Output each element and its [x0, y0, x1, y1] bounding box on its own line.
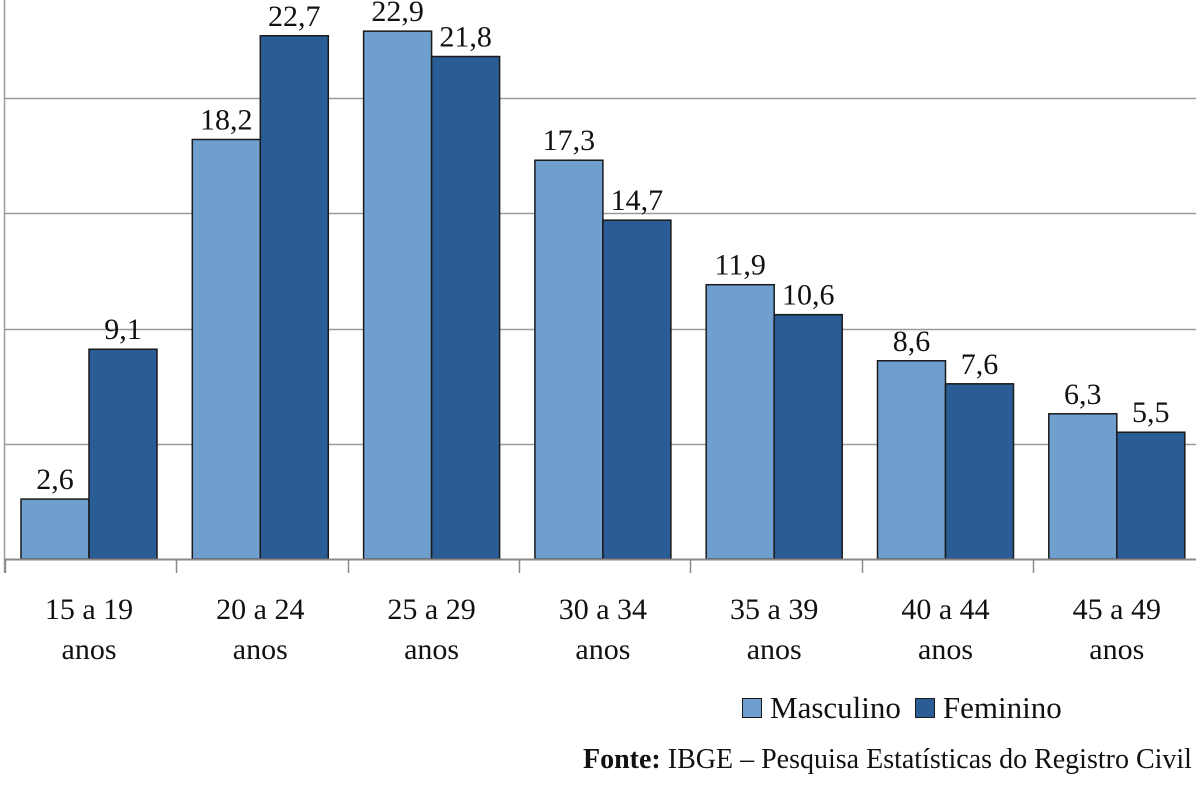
legend: Masculino Feminino [742, 690, 1076, 726]
bar-masculino-1 [191, 138, 262, 560]
data-label-masculino-0: 2,6 [36, 463, 74, 496]
x-tick-label-2-1: anos [404, 633, 459, 666]
bar-masculino-0 [20, 498, 90, 560]
data-label-feminino-0: 9,1 [104, 313, 142, 346]
bar-masculino-6 [1048, 413, 1118, 560]
bar-masculino-5 [876, 360, 947, 560]
bar-feminino-4 [773, 313, 843, 560]
legend-label-feminino: Feminino [942, 690, 1062, 725]
x-tick-label-0-1: anos [62, 633, 117, 666]
data-label-masculino-6: 6,3 [1064, 378, 1102, 411]
bar-chart: 2,6 9,1 18,2 22,7 22,9 21,8 17,3 14,7 11,9 10,6 8,… [3, 0, 1196, 666]
bar-feminino-2 [430, 55, 501, 560]
data-label-feminino-1: 22,7 [268, 0, 321, 33]
x-tick-label-6-1: anos [1089, 633, 1144, 666]
source-note: Fonte: IBGE – Pesquisa Estatísticas do R… [583, 744, 1192, 776]
data-label-feminino-4: 10,6 [782, 279, 835, 312]
data-label-feminino-3: 14,7 [611, 184, 664, 217]
source-prefix: Fonte: [583, 744, 661, 775]
bar-feminino-6 [1116, 431, 1186, 560]
bar-masculino-2 [362, 30, 433, 560]
data-label-feminino-5: 7,6 [961, 348, 999, 381]
legend-item-masculino: Masculino [742, 690, 901, 726]
bar-feminino-3 [602, 219, 672, 560]
bars [20, 30, 1186, 560]
x-axis [4, 558, 1196, 573]
legend-swatch-feminino [914, 698, 935, 718]
bar-masculino-3 [534, 159, 604, 560]
x-tick-label-4-1: anos [747, 633, 802, 666]
legend-swatch-masculino [742, 698, 762, 718]
bar-feminino-1 [259, 35, 330, 560]
x-tick-labels: 15 a 19 anos 20 a 24 anos 25 a 29 anos 30 a 34… [45, 593, 1161, 666]
x-tick-label-3-0: 30 a 34 [559, 593, 647, 626]
bar-feminino-5 [944, 383, 1015, 560]
x-tick-label-1-1: anos [233, 633, 288, 666]
legend-label-masculino: Masculino [770, 690, 901, 725]
x-tick-label-3-1: anos [575, 633, 630, 666]
x-tick-label-5-0: 40 a 44 [901, 593, 989, 626]
x-tick-label-5-1: anos [918, 633, 973, 666]
data-label-feminino-6: 5,5 [1132, 396, 1170, 429]
x-tick-label-0-0: 15 a 19 [45, 593, 133, 626]
data-label-masculino-1: 18,2 [200, 103, 253, 136]
bar-feminino-0 [88, 348, 158, 560]
source-text: IBGE – Pesquisa Estatísticas do Registro… [667, 744, 1192, 775]
x-tick-label-2-0: 25 a 29 [387, 593, 475, 626]
x-tick-label-4-0: 35 a 39 [730, 593, 818, 626]
x-tick-label-1-0: 20 a 24 [216, 593, 304, 626]
data-label-masculino-5: 8,6 [893, 325, 931, 358]
data-label-feminino-2: 21,8 [439, 21, 492, 54]
bar-masculino-4 [705, 283, 775, 560]
data-label-masculino-2: 22,9 [371, 0, 424, 28]
data-label-masculino-4: 11,9 [715, 249, 766, 282]
data-label-masculino-3: 17,3 [543, 124, 596, 157]
bar-labels: 2,6 9,1 18,2 22,7 22,9 21,8 17,3 14,7 11,9 10,6 8,… [36, 0, 1169, 496]
x-tick-label-6-0: 45 a 49 [1073, 593, 1161, 626]
legend-item-feminino: Feminino [914, 690, 1062, 726]
